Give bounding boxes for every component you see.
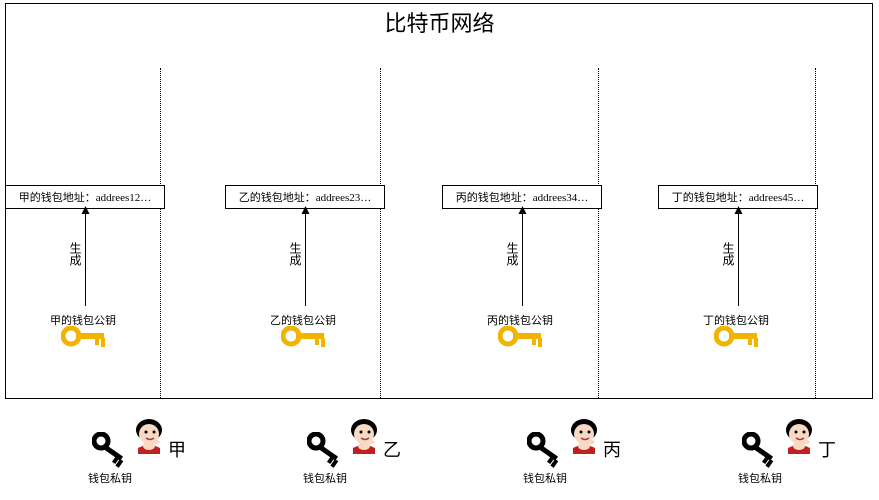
gold-key-icon [281, 326, 329, 350]
arrow-label-bing: 生成 [504, 242, 521, 266]
privkey-label-yi: 钱包私钥 [303, 470, 347, 486]
diagram-title: 比特币网络 [0, 6, 879, 38]
black-key-icon [527, 432, 567, 472]
arrow-line-bing [522, 214, 523, 306]
address-text: 乙的钱包地址：addrees23… [239, 192, 372, 204]
address-text: 丁的钱包地址：addrees45… [672, 192, 805, 204]
address-text: 甲的钱包地址：addrees12… [19, 192, 152, 204]
arrow-label-yi: 生成 [287, 242, 304, 266]
black-key-icon [742, 432, 782, 472]
person-name-bing: 丙 [603, 436, 621, 462]
arrow-line-jia [85, 214, 86, 306]
gold-key-icon [714, 326, 762, 350]
arrow-label-jia: 生成 [67, 242, 84, 266]
black-key-icon [92, 432, 132, 472]
arrow-head-ding [735, 206, 743, 214]
privkey-label-jia: 钱包私钥 [88, 470, 132, 486]
arrow-line-ding [738, 214, 739, 306]
divider-3 [598, 68, 599, 398]
divider-4 [815, 68, 816, 398]
person-name-jia: 甲 [168, 436, 186, 462]
arrow-line-yi [305, 214, 306, 306]
arrow-head-jia [82, 206, 90, 214]
privkey-label-ding: 钱包私钥 [738, 470, 782, 486]
divider-2 [380, 68, 381, 398]
arrow-head-bing [519, 206, 527, 214]
person-name-ding: 丁 [818, 436, 836, 462]
arrow-label-ding: 生成 [720, 242, 737, 266]
privkey-label-bing: 钱包私钥 [523, 470, 567, 486]
arrow-head-yi [302, 206, 310, 214]
avatar-icon [567, 418, 601, 454]
avatar-icon [347, 418, 381, 454]
black-key-icon [307, 432, 347, 472]
gold-key-icon [61, 326, 109, 350]
avatar-icon [132, 418, 166, 454]
gold-key-icon [498, 326, 546, 350]
address-text: 丙的钱包地址：addrees34… [456, 192, 589, 204]
person-name-yi: 乙 [383, 436, 401, 462]
divider-1 [160, 68, 161, 398]
avatar-icon [782, 418, 816, 454]
